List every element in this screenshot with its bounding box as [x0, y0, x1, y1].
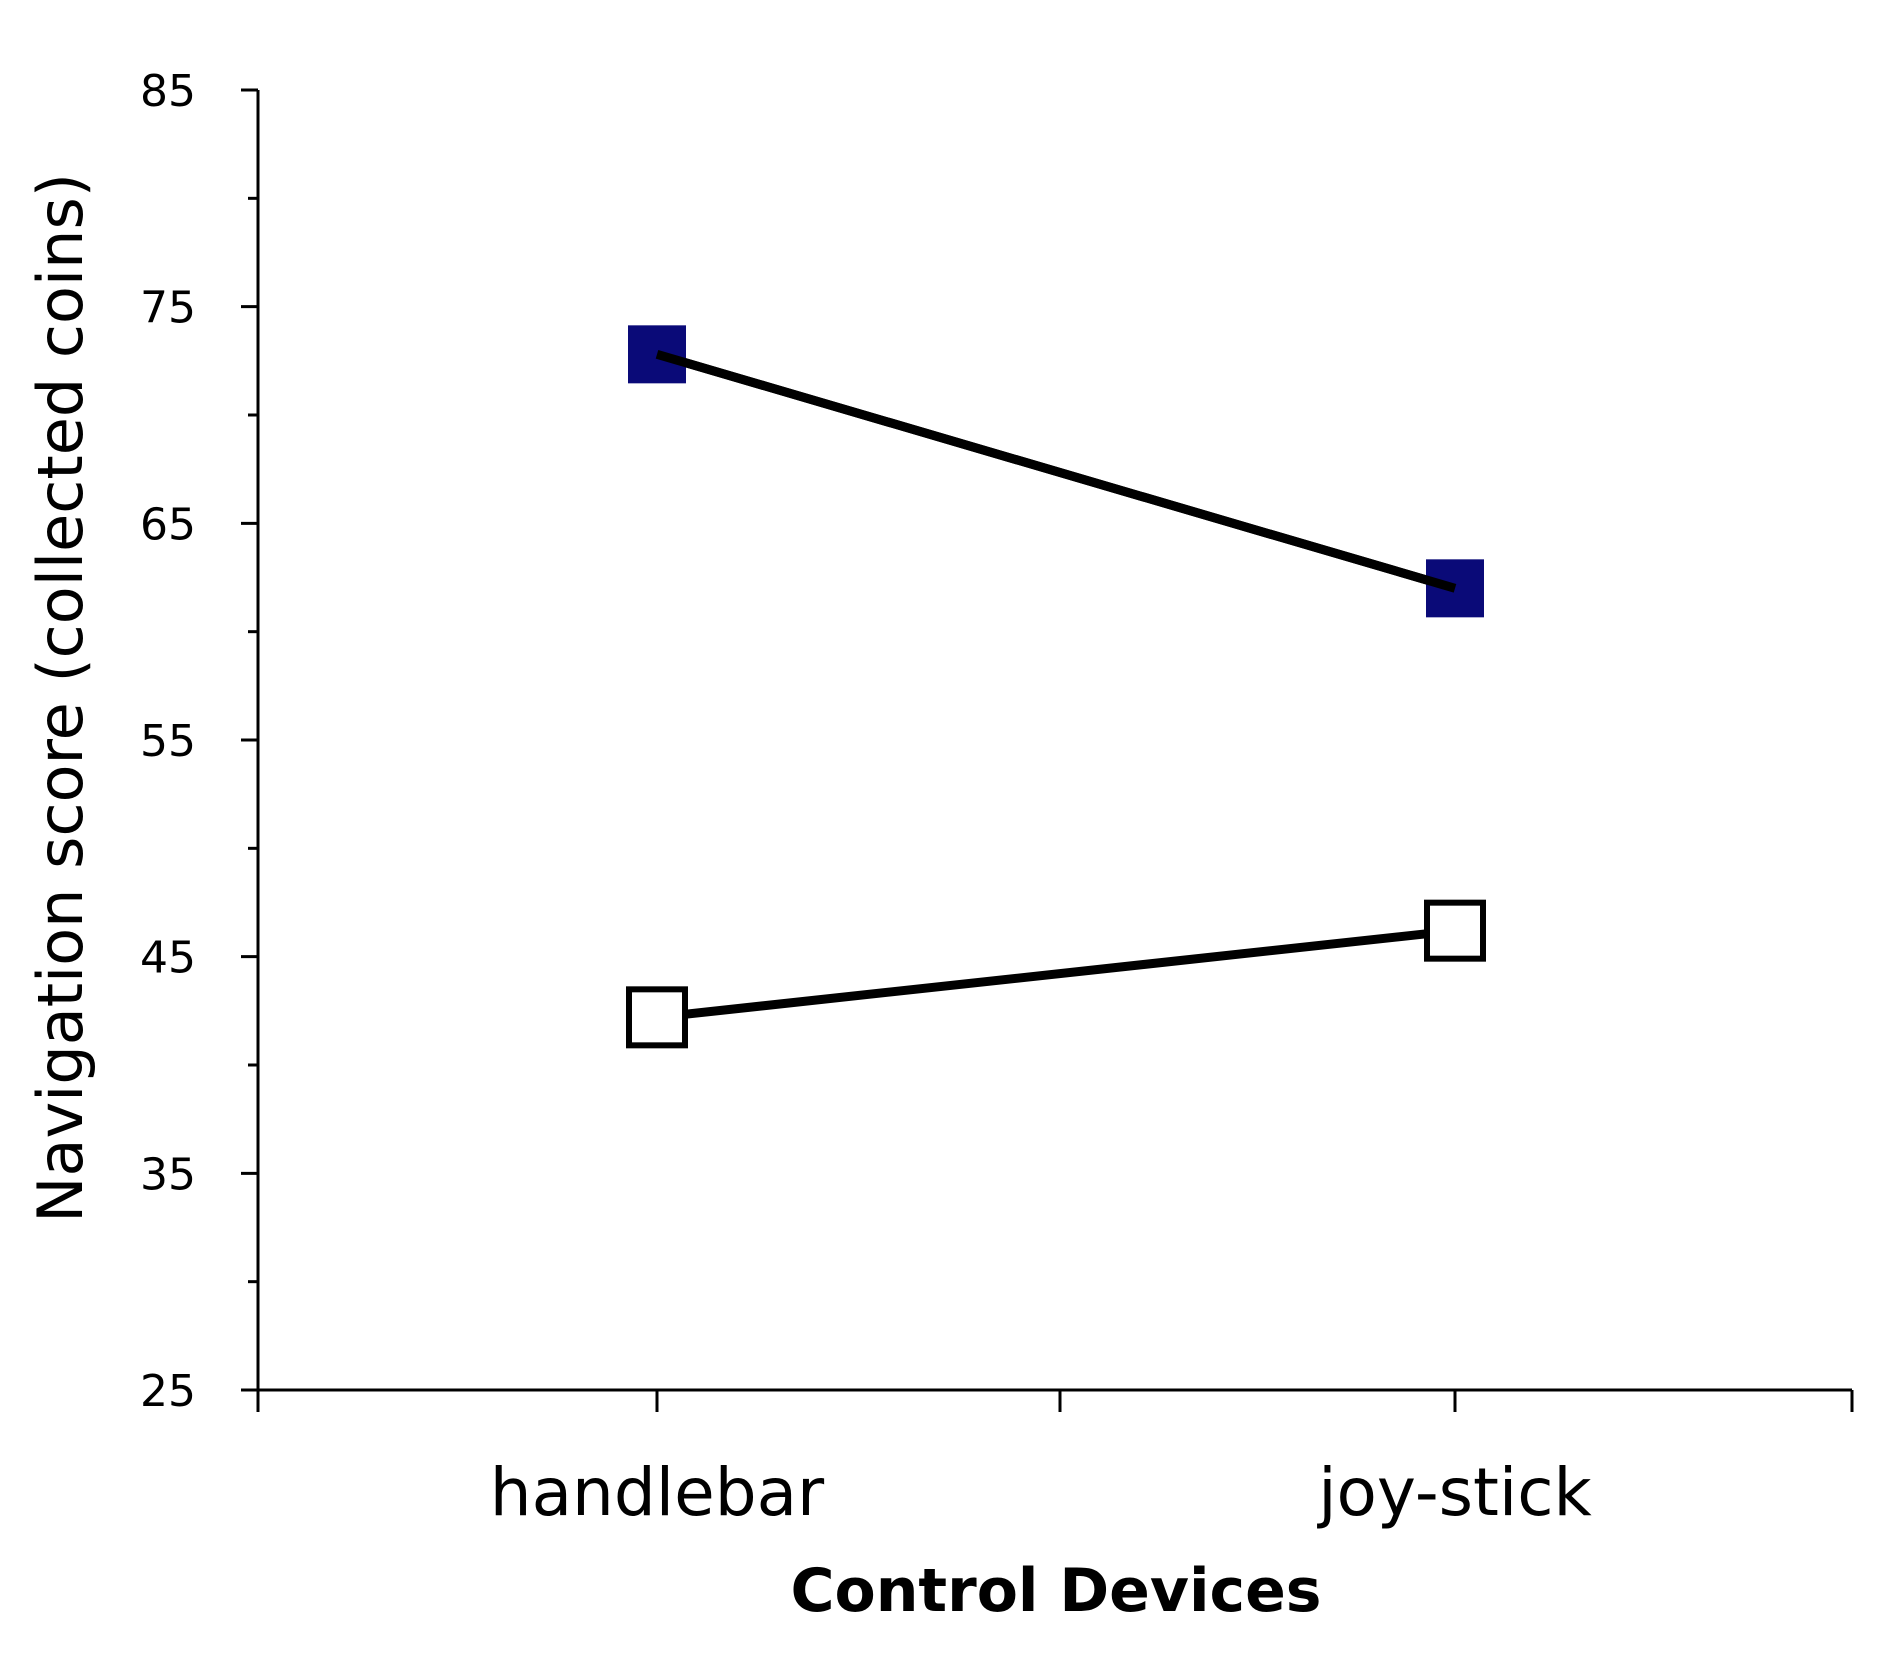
y-tick-label: 75: [140, 283, 196, 334]
marker-filled-square: [628, 325, 686, 384]
axes-layer: [256, 90, 1852, 1392]
y-tick-label: 55: [140, 716, 196, 767]
series-line-overlay-1: [655, 350, 1457, 593]
marker-open-square: [626, 986, 688, 1049]
series-layer: [626, 325, 1486, 1049]
x-tick-label: handlebar: [490, 1454, 825, 1531]
x-tick-label: joy-stick: [1316, 1454, 1592, 1531]
y-tick-label: 85: [140, 66, 196, 117]
x-axis-title: Control Devices: [790, 1556, 1321, 1626]
series-line-2: [656, 926, 1456, 1022]
y-axis-title: Navigation score (collected coins): [24, 173, 97, 1223]
y-tick-label: 45: [140, 933, 196, 984]
marker-open-square: [1424, 899, 1486, 962]
ticks-layer: [241, 88, 1854, 1412]
y-tick-label: 35: [140, 1149, 196, 1200]
labels-layer: Navigation score (collected coins) Contr…: [24, 66, 1593, 1626]
y-tick-label: 65: [140, 499, 196, 550]
y-tick-label: 25: [140, 1366, 196, 1417]
